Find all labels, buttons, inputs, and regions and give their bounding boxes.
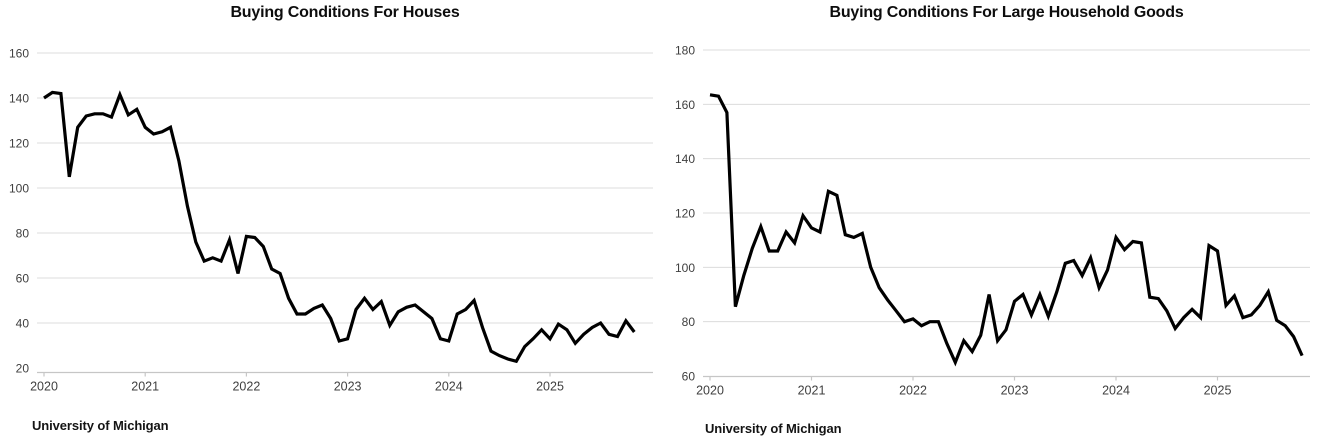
y-tick-label: 120 bbox=[9, 137, 29, 151]
y-tick-label: 120 bbox=[675, 207, 695, 221]
y-tick-label: 140 bbox=[9, 92, 29, 106]
chart-source: University of Michigan bbox=[705, 421, 842, 436]
x-tick-label: 2022 bbox=[899, 384, 927, 398]
x-tick-label: 2025 bbox=[1204, 384, 1232, 398]
x-tick-label: 2022 bbox=[232, 380, 260, 394]
household-goods-chart-panel: Buying Conditions For Large Household Go… bbox=[659, 0, 1317, 447]
x-tick-label: 2020 bbox=[696, 384, 724, 398]
y-tick-label: 80 bbox=[16, 227, 30, 241]
y-tick-label: 180 bbox=[675, 44, 695, 58]
y-tick-label: 60 bbox=[16, 272, 30, 286]
y-tick-label: 100 bbox=[9, 182, 29, 196]
data-line bbox=[43, 90, 636, 364]
y-tick-label: 80 bbox=[682, 315, 696, 329]
y-tick-label: 60 bbox=[682, 370, 696, 384]
x-tick-label: 2023 bbox=[334, 380, 362, 394]
y-tick-label: 140 bbox=[675, 152, 695, 166]
chart-title: Buying Conditions For Large Household Go… bbox=[829, 4, 1184, 21]
x-tick-label: 2025 bbox=[536, 380, 564, 394]
y-tick-label: 100 bbox=[675, 261, 695, 275]
y-tick-label: 20 bbox=[16, 362, 30, 376]
y-tick-label: 40 bbox=[16, 317, 30, 331]
x-tick-label: 2021 bbox=[131, 380, 159, 394]
chart-source: University of Michigan bbox=[32, 418, 169, 433]
x-tick-label: 2020 bbox=[30, 380, 58, 394]
chart-title: Buying Conditions For Houses bbox=[230, 4, 460, 21]
plot-svg: 60 80 100 120 140 160 180 2020 2021 2022 2023 2024 2… bbox=[675, 44, 1310, 398]
x-tick-label: 2024 bbox=[1102, 384, 1130, 398]
x-tick-label: 2024 bbox=[435, 380, 463, 394]
y-tick-label: 160 bbox=[675, 98, 695, 112]
y-tick-label: 160 bbox=[9, 47, 29, 61]
houses-chart-panel: Buying Conditions For Houses 20 40 60 80 100… bbox=[9, 4, 653, 433]
x-tick-label: 2023 bbox=[1001, 384, 1029, 398]
x-tick-label: 2021 bbox=[798, 384, 826, 398]
data-line bbox=[709, 93, 1304, 367]
plot-svg: 20 40 60 80 100 120 140 160 2020 2021 2022 2023 2024… bbox=[9, 47, 653, 394]
